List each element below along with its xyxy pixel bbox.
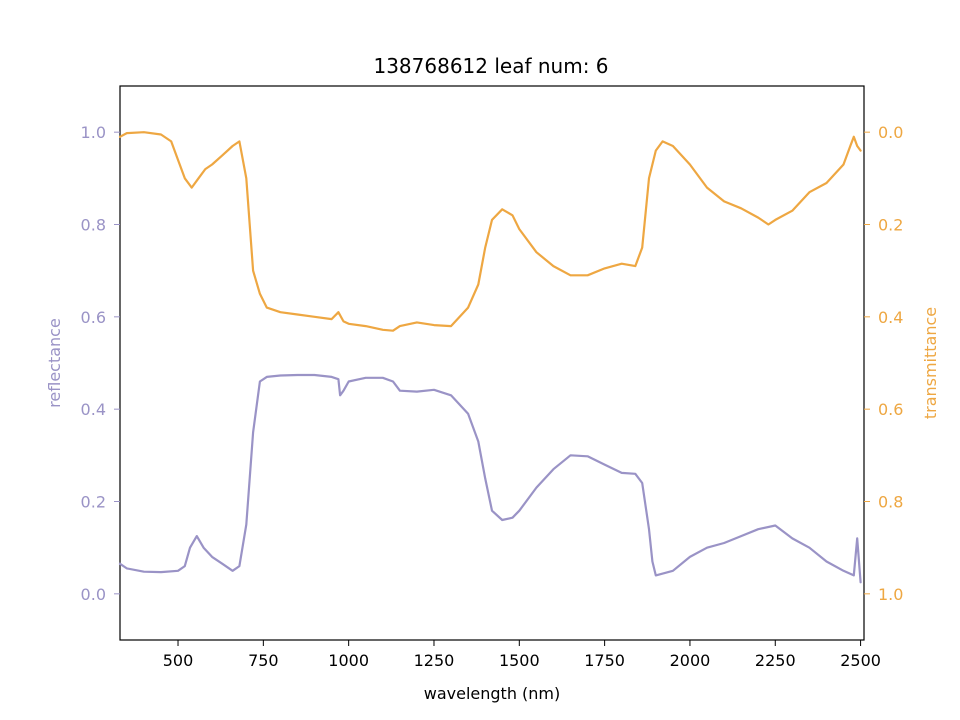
y-left-tick-label: 0.0 — [81, 585, 106, 604]
x-tick-label: 500 — [163, 651, 194, 670]
series-layer — [118, 131, 862, 584]
y-axis-right: 0.0 0.2 0.4 0.6 0.8 1.0 — [864, 123, 903, 604]
y-left-tick-label: 0.8 — [81, 216, 106, 235]
y-axis-left-label: reflectance — [45, 318, 64, 408]
y-right-tick-label: 0.4 — [878, 308, 903, 327]
y-right-tick-label: 0.2 — [878, 216, 903, 235]
y-left-tick-label: 0.6 — [81, 308, 106, 327]
x-tick-label: 2250 — [755, 651, 796, 670]
y-left-tick-label: 0.2 — [81, 493, 106, 512]
x-tick-label: 1750 — [584, 651, 625, 670]
reflectance-line — [118, 373, 862, 584]
chart-title: 138768612 leaf num: 6 — [373, 54, 608, 78]
plot-area — [119, 85, 865, 641]
x-tick-label: 1500 — [499, 651, 540, 670]
x-tick-label: 1000 — [328, 651, 369, 670]
x-tick-label: 2000 — [670, 651, 711, 670]
x-tick-label: 2500 — [840, 651, 881, 670]
x-tick-label: 750 — [248, 651, 279, 670]
x-axis: 500 750 1000 1250 1500 1750 2000 2250 2500 — [163, 640, 881, 670]
x-tick-label: 1250 — [414, 651, 455, 670]
x-axis-label: wavelength (nm) — [424, 684, 561, 703]
y-left-tick-label: 0.4 — [81, 400, 106, 419]
y-axis-left: 0.0 0.2 0.4 0.6 0.8 1.0 — [81, 123, 120, 604]
y-axis-right-label: transmittance — [921, 307, 940, 419]
y-right-tick-label: 0.0 — [878, 123, 903, 142]
y-right-tick-label: 1.0 — [878, 585, 903, 604]
transmittance-line — [118, 131, 862, 332]
y-right-tick-label: 0.8 — [878, 493, 903, 512]
y-right-tick-label: 0.6 — [878, 400, 903, 419]
y-left-tick-label: 1.0 — [81, 123, 106, 142]
